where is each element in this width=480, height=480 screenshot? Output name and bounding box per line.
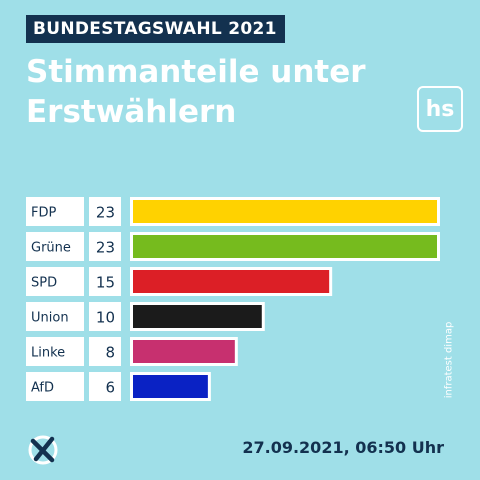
- category-cell-linke: [26, 337, 84, 366]
- category-label: Union: [31, 311, 69, 326]
- ballot-check-icon: [28, 435, 58, 465]
- category-label: SPD: [31, 276, 57, 291]
- value-label: 23: [96, 204, 115, 222]
- value-cell-fdp: [89, 197, 121, 226]
- value-label: 23: [96, 239, 115, 257]
- kicker-badge: BUNDESTAGSWAHL 2021: [26, 15, 285, 43]
- value-label: 10: [96, 309, 115, 327]
- category-cell-spd: [26, 267, 84, 296]
- chart-title: Stimmanteile unter Erstwählern: [26, 54, 366, 130]
- hs-logo: hs: [417, 86, 463, 132]
- value-cell-spd: [89, 267, 121, 296]
- source-label: infratest dimap: [443, 321, 455, 399]
- bar-linke: [130, 337, 238, 366]
- category-label: FDP: [31, 206, 56, 221]
- value-cell-afd: [89, 372, 121, 401]
- category-label: Grüne: [31, 241, 71, 256]
- bar-spd: [130, 267, 333, 296]
- value-label: 6: [105, 379, 115, 397]
- value-label: 8: [105, 344, 115, 362]
- bar-union: [130, 302, 265, 331]
- value-cell-gr-ne: [89, 232, 121, 261]
- bar-fdp: [130, 197, 440, 226]
- category-cell-union: [26, 302, 84, 331]
- value-cell-linke: [89, 337, 121, 366]
- value-label: 15: [96, 274, 115, 292]
- category-label: AfD: [31, 381, 54, 396]
- category-cell-afd: [26, 372, 84, 401]
- category-cell-gr-ne: [26, 232, 84, 261]
- timestamp: 27.09.2021, 06:50 Uhr: [242, 438, 444, 457]
- category-cell-fdp: [26, 197, 84, 226]
- bar-gr-ne: [130, 232, 440, 261]
- bar-afd: [130, 372, 211, 401]
- value-cell-union: [89, 302, 121, 331]
- category-label: Linke: [31, 346, 65, 361]
